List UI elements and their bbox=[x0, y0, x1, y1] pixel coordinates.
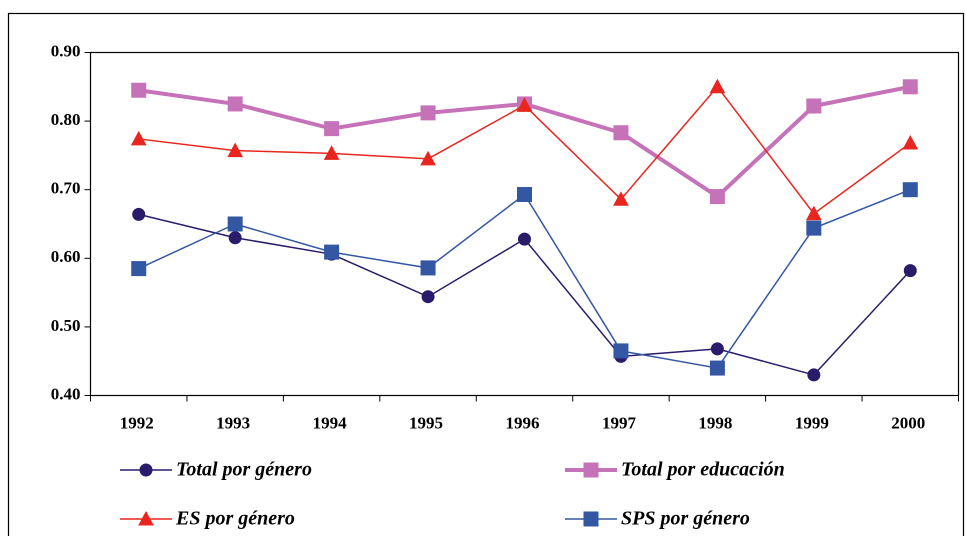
y-tick-label: 0.70 bbox=[51, 179, 81, 198]
data-point bbox=[806, 98, 822, 114]
data-point bbox=[131, 82, 147, 98]
legend-label: Total por educación bbox=[621, 459, 785, 481]
y-tick-label: 0.40 bbox=[51, 384, 81, 403]
data-point bbox=[130, 130, 147, 146]
x-tick-label: 1998 bbox=[698, 413, 732, 432]
y-tick-label: 0.80 bbox=[51, 110, 81, 129]
data-point bbox=[421, 290, 435, 304]
x-tick-label: 1993 bbox=[216, 413, 250, 432]
data-point bbox=[807, 368, 821, 382]
data-point bbox=[518, 232, 531, 246]
data-point bbox=[709, 78, 726, 94]
data-point bbox=[132, 207, 146, 221]
data-point bbox=[613, 191, 629, 206]
x-tick-label: 2000 bbox=[891, 413, 925, 432]
data-point bbox=[228, 231, 242, 245]
data-point bbox=[227, 96, 243, 112]
data-point bbox=[902, 134, 919, 150]
x-tick-label: 1992 bbox=[120, 413, 154, 432]
x-tick-label: 1995 bbox=[409, 413, 443, 432]
data-point bbox=[613, 343, 629, 359]
data-point bbox=[420, 260, 436, 276]
data-point bbox=[806, 220, 822, 236]
data-point bbox=[420, 105, 436, 121]
data-point bbox=[613, 125, 629, 141]
x-tick-label: 1996 bbox=[506, 413, 540, 432]
legend-marker bbox=[583, 511, 599, 527]
data-point bbox=[902, 182, 918, 198]
data-point bbox=[323, 145, 340, 160]
y-tick-label: 0.90 bbox=[51, 41, 81, 60]
legend-label: SPS por género bbox=[621, 508, 750, 530]
data-point bbox=[710, 342, 724, 356]
data-point bbox=[805, 205, 822, 221]
legend-marker bbox=[138, 510, 154, 526]
legend-marker bbox=[139, 463, 153, 477]
data-point bbox=[324, 244, 340, 260]
data-point bbox=[420, 150, 436, 166]
data-point bbox=[227, 216, 243, 232]
legend-label: ES por género bbox=[175, 508, 295, 530]
legend-marker bbox=[583, 462, 599, 478]
data-point bbox=[709, 360, 725, 376]
x-tick-label: 1999 bbox=[795, 413, 829, 432]
data-point bbox=[903, 264, 917, 278]
data-point bbox=[227, 142, 244, 158]
legend-label: Total por género bbox=[176, 459, 312, 481]
data-point bbox=[324, 121, 340, 137]
data-point bbox=[517, 187, 532, 203]
data-point bbox=[516, 97, 533, 112]
y-tick-label: 0.50 bbox=[51, 316, 81, 335]
y-tick-label: 0.60 bbox=[51, 247, 81, 266]
data-point bbox=[709, 189, 725, 205]
x-tick-label: 1994 bbox=[313, 413, 348, 432]
data-point bbox=[131, 261, 147, 277]
x-tick-label: 1997 bbox=[602, 413, 637, 432]
data-point bbox=[902, 79, 918, 95]
